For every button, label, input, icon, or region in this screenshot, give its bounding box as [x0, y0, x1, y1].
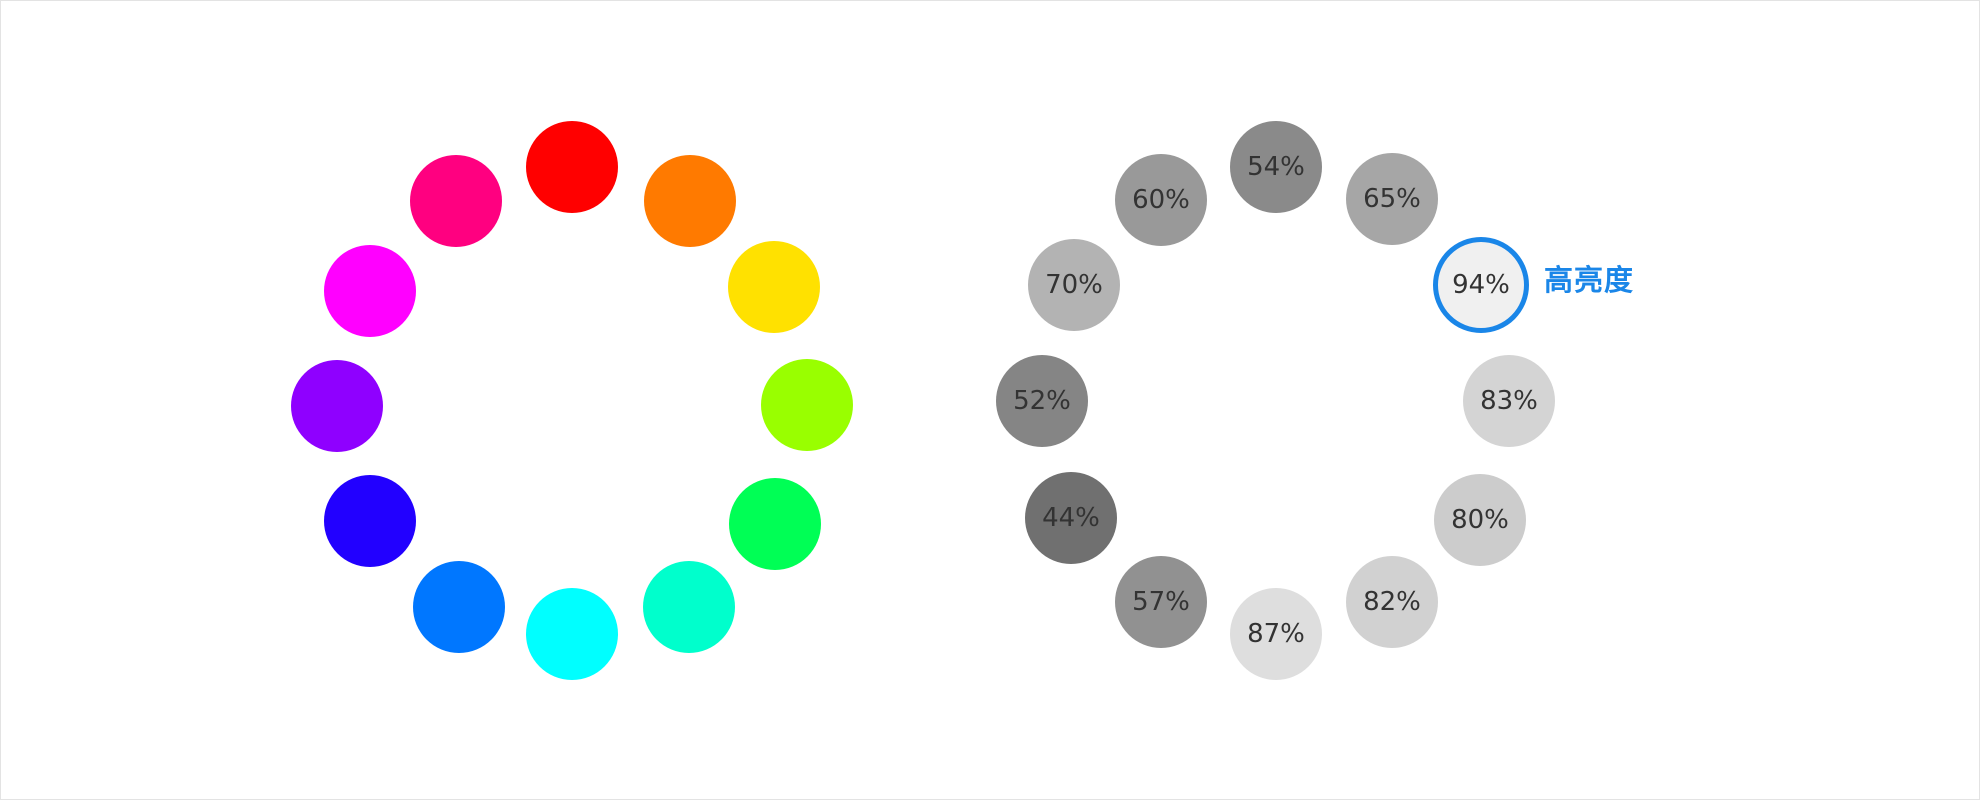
brightness-value: 57% [1132, 587, 1190, 617]
hue-swatch-azure [413, 561, 505, 653]
brightness-value: 87% [1247, 619, 1305, 649]
hue-swatch-rose [410, 155, 502, 247]
brightness-value: 83% [1480, 386, 1538, 416]
brightness-value: 65% [1363, 184, 1421, 214]
brightness-value: 44% [1042, 503, 1100, 533]
brightness-swatch: 80% [1434, 474, 1526, 566]
brightness-value: 52% [1013, 386, 1071, 416]
hue-swatch-cyan [526, 588, 618, 680]
hue-swatch-red [526, 121, 618, 213]
brightness-swatch: 54% [1230, 121, 1322, 213]
brightness-value: 94% [1452, 270, 1510, 300]
hue-swatch-aquamarine [643, 561, 735, 653]
hue-swatch-yellow [728, 241, 820, 333]
hue-swatch-green [729, 478, 821, 570]
brightness-value: 82% [1363, 587, 1421, 617]
brightness-swatch: 57% [1115, 556, 1207, 648]
hue-swatch-blue [324, 475, 416, 567]
hue-swatch-violet [291, 360, 383, 452]
brightness-value: 70% [1045, 270, 1103, 300]
brightness-swatch: 83% [1463, 355, 1555, 447]
hue-swatch-orange [644, 155, 736, 247]
brightness-value: 60% [1132, 185, 1190, 215]
brightness-swatch: 94% [1433, 237, 1529, 333]
brightness-swatch: 52% [996, 355, 1088, 447]
brightness-swatch: 82% [1346, 556, 1438, 648]
brightness-swatch: 60% [1115, 154, 1207, 246]
hue-swatch-lime [761, 359, 853, 451]
high-brightness-label: 高亮度 [1544, 263, 1635, 297]
brightness-swatch: 87% [1230, 588, 1322, 680]
brightness-value: 54% [1247, 152, 1305, 182]
brightness-swatch: 70% [1028, 239, 1120, 331]
hue-swatch-magenta [324, 245, 416, 337]
brightness-value: 80% [1451, 505, 1509, 535]
brightness-swatch: 65% [1346, 153, 1438, 245]
brightness-swatch: 44% [1025, 472, 1117, 564]
